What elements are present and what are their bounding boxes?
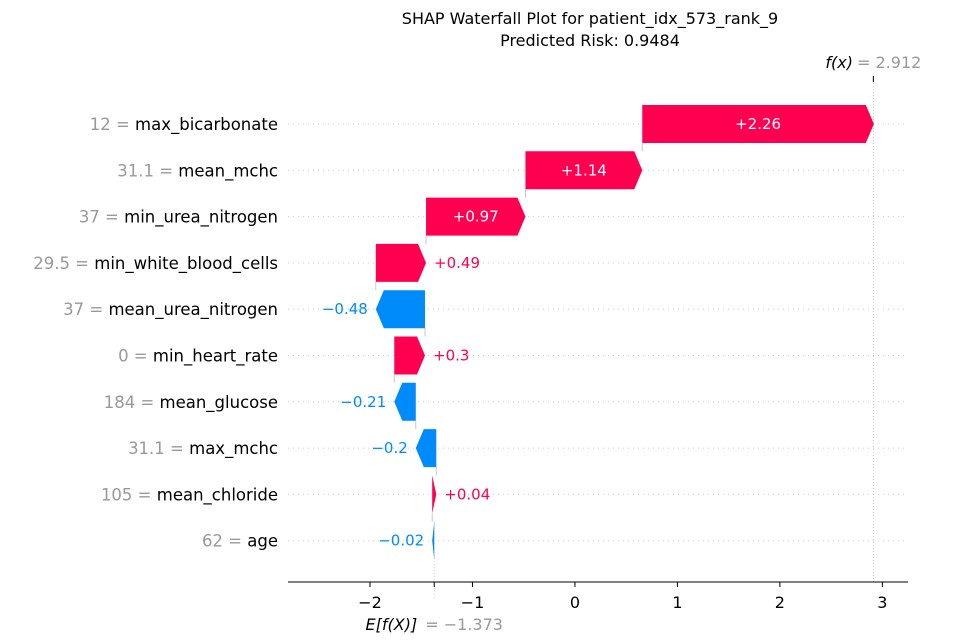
feature-name: max_bicarbonate (135, 115, 278, 135)
feature-name: mean_urea_nitrogen (108, 300, 278, 320)
feature-name: mean_glucose (160, 393, 278, 413)
waterfall-bar (642, 105, 874, 143)
chart-title: SHAP Waterfall Plot for patient_idx_573_… (402, 9, 778, 29)
feature-label: 0 = min_heart_rate (118, 347, 278, 367)
bar-value-label: −0.48 (322, 300, 368, 318)
chart-subtitle: Predicted Risk: 0.9484 (500, 31, 680, 50)
feature-name: max_mchc (189, 439, 278, 459)
waterfall-bar (525, 151, 643, 190)
bar-value-label: +0.97 (453, 208, 499, 226)
feature-label: 37 = min_urea_nitrogen (79, 208, 278, 228)
feature-value: 37 = (63, 300, 108, 319)
feature-value: 37 = (79, 208, 124, 227)
waterfall-bar (432, 521, 435, 560)
base-value-symbol: E[f(X)] (366, 615, 418, 634)
x-tick-label: −1 (461, 593, 485, 612)
feature-label: 37 = mean_urea_nitrogen (63, 300, 278, 320)
bar-value-label: +0.3 (433, 347, 469, 365)
feature-name: mean_mchc (178, 161, 278, 181)
feature-name: min_heart_rate (153, 347, 278, 367)
x-tick-label: −2 (358, 593, 382, 612)
feature-label: 12 = max_bicarbonate (90, 115, 278, 135)
feature-label: 105 = mean_chloride (101, 485, 278, 505)
waterfall-bar (394, 382, 416, 421)
feature-label: 62 = age (202, 532, 278, 551)
base-value-label: E[f(X)] = −1.373 (366, 615, 503, 634)
feature-value: 31.1 = (117, 161, 178, 180)
feature-label: 31.1 = mean_mchc (117, 161, 278, 181)
feature-label: 29.5 = min_white_blood_cells (33, 254, 278, 274)
bar-value-label: +1.14 (561, 161, 607, 179)
waterfall-bar (426, 197, 526, 236)
feature-name: age (247, 532, 278, 551)
x-tick-label: 3 (877, 593, 887, 612)
feature-value: 29.5 = (33, 254, 94, 273)
feature-value: 31.1 = (128, 439, 189, 458)
feature-value: 0 = (118, 347, 153, 366)
feature-value: 184 = (104, 393, 160, 412)
bar-value-label: +2.26 (735, 115, 781, 133)
feature-name: min_white_blood_cells (94, 254, 278, 274)
bar-value-label: +0.04 (444, 485, 490, 503)
base-value-number: = −1.373 (425, 615, 503, 634)
feature-value: 12 = (90, 115, 135, 134)
output-value-label: f(x) = 2.912 (825, 53, 921, 72)
feature-name: mean_chloride (157, 485, 278, 505)
feature-value: 62 = (202, 532, 247, 551)
x-axis: −2 −1 0 1 2 3 E[f(X)] = −1.373 f(x) = 2.912 (288, 53, 921, 634)
output-value-number: = 2.912 (857, 53, 921, 72)
bar-value-label: +0.49 (434, 254, 480, 272)
waterfall-bar (432, 475, 437, 514)
feature-name: min_urea_nitrogen (124, 208, 278, 228)
feature-label: 184 = mean_glucose (104, 393, 278, 413)
bars: +2.26 +1.14 +0.97 +0.49 −0.48 +0.3 −0.21 −0.2 +0… (322, 105, 874, 560)
waterfall-bar (375, 290, 426, 329)
feature-labels: 12 = max_bicarbonate 31.1 = mean_mchc 37 =… (33, 115, 278, 551)
waterfall-bar (394, 336, 426, 375)
x-tick-label: 2 (775, 593, 785, 612)
bar-value-label: −0.2 (371, 439, 407, 457)
feature-label: 31.1 = max_mchc (128, 439, 278, 459)
waterfall-bar (415, 429, 437, 468)
bar-value-label: −0.21 (340, 393, 386, 411)
bar-value-label: −0.02 (378, 532, 424, 550)
feature-value: 105 = (101, 485, 157, 504)
output-value-symbol: f(x) (825, 53, 853, 72)
x-tick-label: 0 (570, 593, 580, 612)
x-tick-label: 1 (672, 593, 682, 612)
waterfall-bar (375, 243, 427, 282)
